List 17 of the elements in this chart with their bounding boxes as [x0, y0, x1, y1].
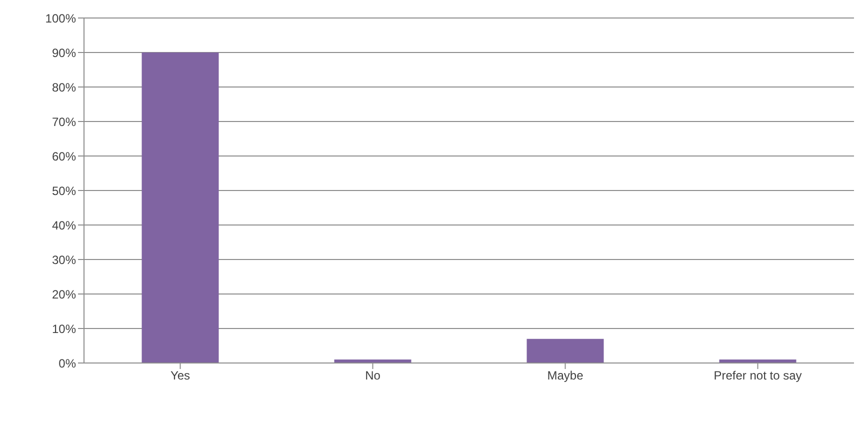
y-tick-label: 100%: [45, 11, 76, 26]
x-tick-label: No: [365, 368, 381, 383]
y-tick-label: 70%: [52, 114, 76, 129]
x-tick-label: Prefer not to say: [714, 368, 802, 383]
y-tick-label: 60%: [52, 149, 76, 164]
y-tick-label: 50%: [52, 184, 76, 198]
x-tick-label: Maybe: [547, 368, 584, 383]
y-tick-label: 40%: [52, 218, 76, 232]
bar: [142, 52, 219, 363]
y-tick-label: 30%: [52, 252, 76, 267]
x-tick-label: Yes: [170, 368, 190, 383]
y-tick-label: 10%: [52, 322, 76, 336]
y-tick-label: 0%: [58, 356, 76, 370]
y-tick-label: 20%: [52, 287, 76, 302]
bar: [526, 338, 604, 363]
y-tick-label: 90%: [52, 46, 76, 60]
y-tick-label: 80%: [52, 80, 76, 94]
